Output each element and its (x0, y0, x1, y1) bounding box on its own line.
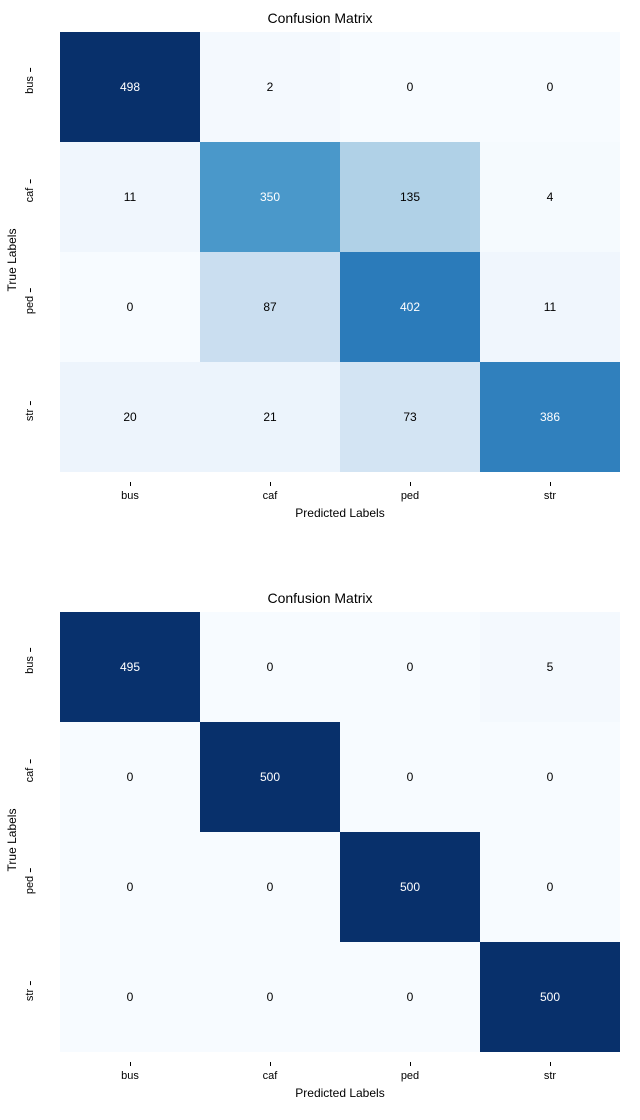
y-tick: bus (24, 76, 36, 94)
y-axis-label: True Labels (5, 229, 19, 292)
x-tick: caf (200, 1062, 340, 1082)
heatmap-cell: 0 (340, 942, 480, 1052)
heatmap-cell: 135 (340, 142, 480, 252)
x-tick: ped (340, 1062, 480, 1082)
heatmap-cell: 0 (340, 32, 480, 142)
heatmap-cell: 0 (480, 722, 620, 832)
y-tick: str (24, 989, 36, 1001)
x-tick: caf (200, 482, 340, 502)
x-axis-label: Predicted Labels (60, 1086, 620, 1120)
chart-spacer (0, 540, 640, 580)
matrix-wrap: 495005050000005000000500 (60, 612, 620, 1052)
heatmap-cell: 495 (60, 612, 200, 722)
chart-title: Confusion Matrix (0, 580, 640, 612)
heatmap-cell: 5 (480, 612, 620, 722)
heatmap-cell: 21 (200, 362, 340, 472)
x-ticks: bus caf ped str (60, 482, 620, 502)
heatmap-cell: 0 (60, 832, 200, 942)
y-tick: bus (24, 656, 36, 674)
chart-title: Confusion Matrix (0, 0, 640, 32)
heatmap-cell: 0 (60, 942, 200, 1052)
heatmap-cell: 0 (200, 942, 340, 1052)
x-tick: bus (60, 482, 200, 502)
y-axis-label: True Labels (5, 809, 19, 872)
heatmap-cell: 402 (340, 252, 480, 362)
heatmap-cell: 0 (60, 252, 200, 362)
heatmap-cell: 0 (340, 612, 480, 722)
x-ticks: bus caf ped str (60, 1062, 620, 1082)
heatmap-cell: 0 (480, 32, 620, 142)
y-tick: caf (24, 188, 36, 203)
heatmap-cell: 11 (60, 142, 200, 252)
heatmap-grid: 495005050000005000000500 (60, 612, 620, 1052)
y-tick: ped (24, 296, 36, 314)
heatmap-cell: 0 (200, 612, 340, 722)
x-tick: str (480, 1062, 620, 1082)
heatmap-grid: 49820011350135408740211202173386 (60, 32, 620, 472)
x-tick: str (480, 482, 620, 502)
confusion-matrix-chart-0: Confusion Matrix True Labels bus caf ped… (0, 0, 640, 540)
heatmap-cell: 0 (340, 722, 480, 832)
heatmap-cell: 500 (200, 722, 340, 832)
y-tick: str (24, 409, 36, 421)
x-tick: bus (60, 1062, 200, 1082)
heatmap-cell: 0 (60, 722, 200, 832)
heatmap-cell: 350 (200, 142, 340, 252)
heatmap-cell: 500 (480, 942, 620, 1052)
heatmap-cell: 500 (340, 832, 480, 942)
heatmap-cell: 87 (200, 252, 340, 362)
heatmap-cell: 73 (340, 362, 480, 472)
heatmap-cell: 498 (60, 32, 200, 142)
y-tick: caf (24, 768, 36, 783)
confusion-matrix-chart-1: Confusion Matrix True Labels bus caf ped… (0, 580, 640, 1120)
heatmap-cell: 4 (480, 142, 620, 252)
heatmap-cell: 386 (480, 362, 620, 472)
heatmap-cell: 0 (480, 832, 620, 942)
heatmap-cell: 11 (480, 252, 620, 362)
y-tick: ped (24, 876, 36, 894)
x-axis-label: Predicted Labels (60, 506, 620, 540)
x-tick: ped (340, 482, 480, 502)
heatmap-cell: 20 (60, 362, 200, 472)
matrix-wrap: 49820011350135408740211202173386 (60, 32, 620, 472)
heatmap-cell: 0 (200, 832, 340, 942)
heatmap-cell: 2 (200, 32, 340, 142)
